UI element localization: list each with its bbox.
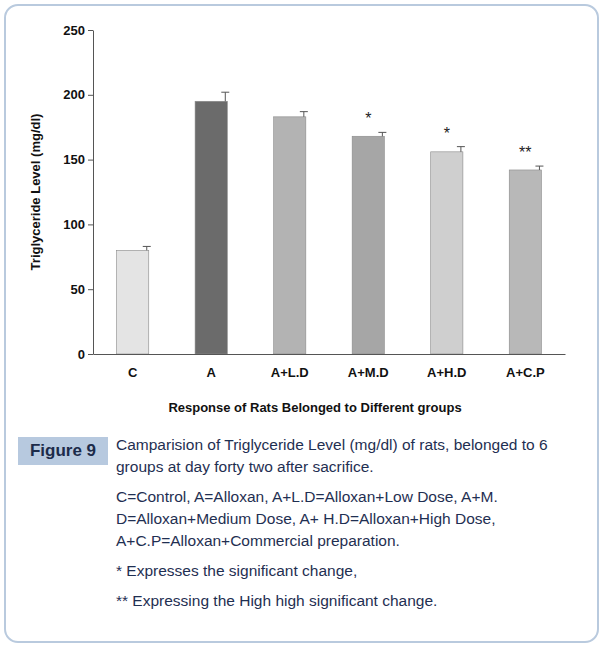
figure-label: Figure 9 [18, 437, 108, 465]
y-tick: 150 [63, 152, 93, 167]
y-tick: 0 [78, 347, 93, 362]
x-axis: C A A+L.D A+M.D A+H.D A+C.P [94, 354, 566, 380]
y-axis-line [93, 31, 94, 355]
y-axis-title: Triglyceride Level (mg/dl) [28, 114, 43, 271]
y-tick-mark [88, 354, 93, 355]
bar [509, 170, 541, 354]
y-tick-label: 50 [71, 282, 85, 297]
x-tick: A+L.D [271, 354, 309, 380]
y-tick-mark [88, 30, 93, 31]
x-axis-line [94, 354, 566, 355]
error-bar-cap [143, 246, 151, 247]
x-tick: A+C.P [506, 354, 545, 380]
error-bar-cap [221, 92, 229, 93]
y-tick: 200 [63, 87, 93, 102]
x-axis-title: Response of Rats Belonged to Different g… [168, 400, 461, 415]
error-bar-cap [378, 132, 386, 133]
error-bar-stem [303, 112, 304, 117]
caption-paragraph: ** Expressing the High high significant … [116, 590, 586, 612]
significance-marker: * [365, 110, 371, 127]
bar [352, 136, 384, 354]
bar [274, 117, 306, 354]
error-bar-cap [535, 166, 543, 167]
x-tick-label: A [207, 365, 217, 380]
error-bar [221, 92, 229, 101]
y-tick: 100 [63, 217, 93, 232]
error-bar-stem [460, 147, 461, 152]
error-bar [378, 132, 386, 136]
y-tick-label: 200 [63, 87, 85, 102]
error-bar [143, 246, 151, 250]
x-tick-label: A+L.D [271, 365, 309, 380]
significance-marker: ** [519, 144, 531, 161]
y-tick-label: 150 [63, 152, 85, 167]
figure-caption: Camparision of Triglyceride Level (mg/dl… [116, 434, 586, 620]
significance-marker: * [444, 125, 450, 142]
error-bar [535, 166, 543, 170]
error-bar [300, 112, 308, 117]
x-tick-label: A+M.D [348, 365, 389, 380]
y-axis: 0 50 100 150 200 250 [63, 23, 93, 362]
bar [431, 152, 463, 354]
y-tick: 50 [71, 282, 93, 297]
error-bar-cap [300, 111, 308, 112]
y-tick-mark [88, 95, 93, 96]
chart: ****050100150200250CAA+L.DA+M.DA+H.DA+C.… [0, 0, 603, 647]
error-bar-stem [382, 132, 383, 136]
x-tick: A [207, 354, 217, 380]
x-tick: A+H.D [427, 354, 466, 380]
x-tick-label: A+C.P [506, 365, 545, 380]
x-tick-label: A+H.D [427, 365, 466, 380]
y-tick: 250 [63, 23, 93, 38]
error-bar-cap [457, 146, 465, 147]
error-bar-stem [146, 246, 147, 250]
y-tick-label: 250 [63, 23, 85, 38]
caption-paragraph: * Expresses the significant change, [116, 560, 586, 582]
bar [117, 250, 149, 354]
bar [195, 101, 227, 354]
error-bar [457, 147, 465, 152]
x-tick: A+M.D [348, 354, 389, 380]
y-tick-label: 0 [78, 347, 85, 362]
x-tick-label: C [128, 365, 138, 380]
error-bar-stem [539, 166, 540, 170]
plot-area [117, 92, 544, 354]
y-tick-mark [88, 224, 93, 225]
y-tick-label: 100 [63, 217, 85, 232]
x-tick: C [128, 354, 138, 380]
caption-paragraph: C=Control, A=Alloxan, A+L.D=Alloxan+Low … [116, 486, 586, 552]
y-tick-mark [88, 289, 93, 290]
caption-paragraph: Camparision of Triglyceride Level (mg/dl… [116, 434, 586, 478]
y-tick-mark [88, 160, 93, 161]
error-bar-stem [225, 92, 226, 101]
